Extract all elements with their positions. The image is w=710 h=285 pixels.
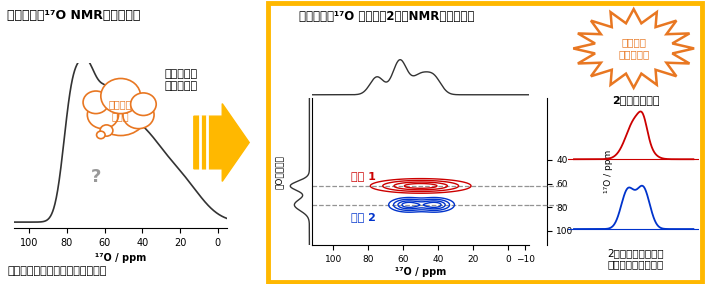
Circle shape (83, 91, 109, 114)
Text: 分解能が低く、構造の特定が困難: 分解能が低く、構造の特定が困難 (7, 266, 106, 276)
Text: 固体表面の¹⁷O 高分解能2次元NMRスペクトル: 固体表面の¹⁷O 高分解能2次元NMRスペクトル (299, 10, 475, 23)
Circle shape (123, 101, 154, 129)
Text: ピークの
重なり解消: ピークの 重なり解消 (618, 38, 650, 59)
Circle shape (131, 93, 156, 115)
Text: 2種類の酸素の構造
があることがわかる: 2種類の酸素の構造 があることがわかる (607, 248, 664, 270)
Text: 2次元スライス: 2次元スライス (612, 95, 659, 105)
FancyArrow shape (194, 104, 249, 181)
Text: 構造 1: 構造 1 (351, 172, 376, 182)
Text: 新型パルス
プログラム: 新型パルス プログラム (165, 69, 197, 91)
Text: 第O振動数幅: 第O振動数幅 (275, 156, 283, 189)
X-axis label: ¹⁷O / ppm: ¹⁷O / ppm (395, 266, 447, 277)
Circle shape (97, 131, 105, 139)
Circle shape (100, 125, 113, 136)
Text: ?: ? (91, 168, 101, 186)
Text: 固体表面の¹⁷O NMRスペクトル: 固体表面の¹⁷O NMRスペクトル (7, 9, 141, 22)
Circle shape (87, 101, 119, 129)
Text: 構造 2: 構造 2 (351, 212, 376, 222)
Y-axis label: ¹⁷O / ppm: ¹⁷O / ppm (604, 150, 613, 193)
X-axis label: ¹⁷O / ppm: ¹⁷O / ppm (95, 253, 146, 263)
Text: ピークの
重なり: ピークの 重なり (109, 100, 133, 121)
Circle shape (94, 88, 148, 136)
Circle shape (101, 78, 141, 114)
Polygon shape (573, 9, 694, 88)
